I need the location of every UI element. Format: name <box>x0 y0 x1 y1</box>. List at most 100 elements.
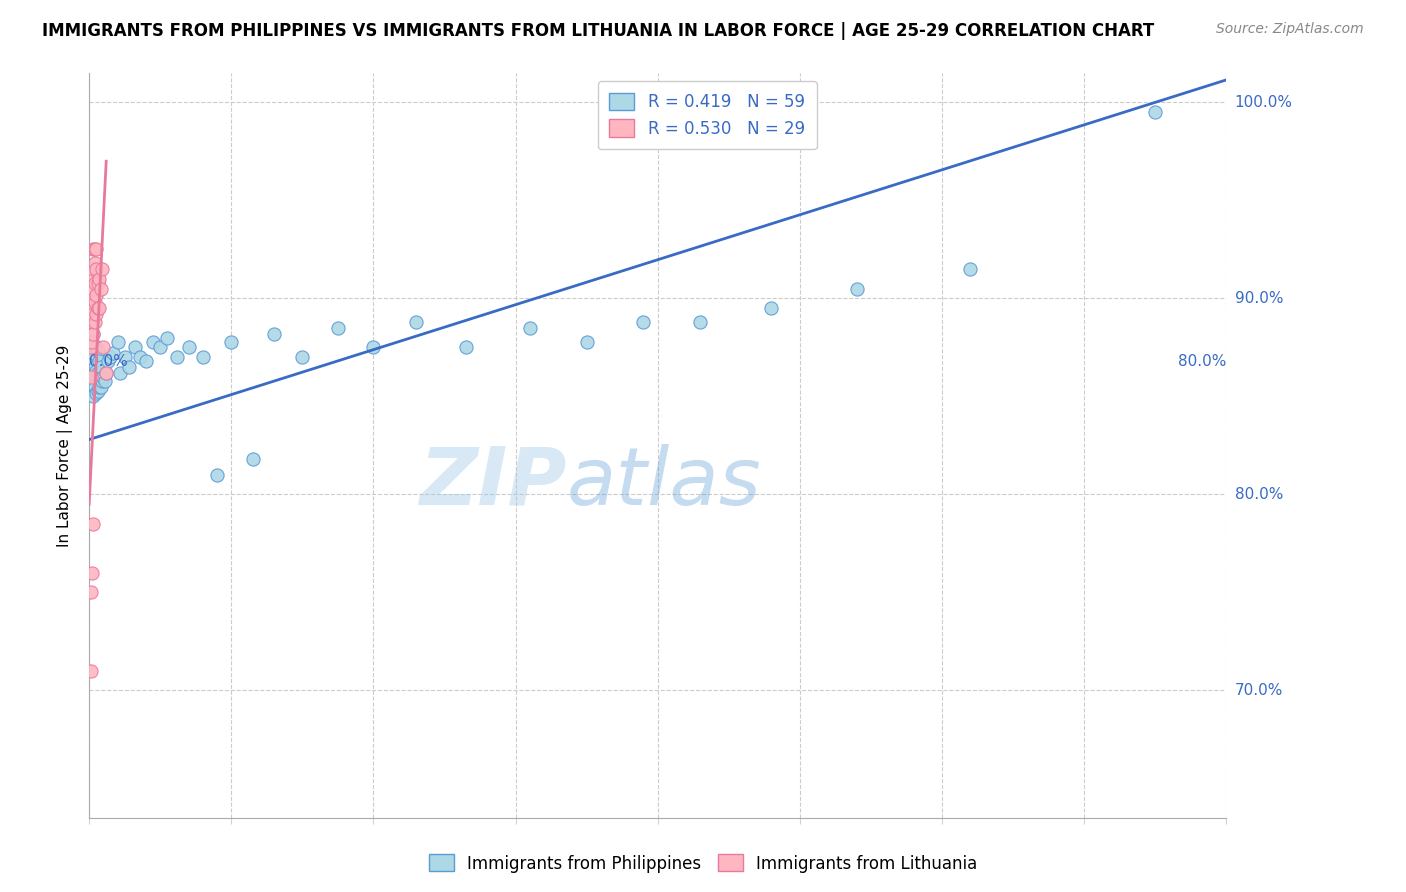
Point <box>633 315 655 329</box>
Legend: R = 0.419   N = 59, R = 0.530   N = 29: R = 0.419 N = 59, R = 0.530 N = 29 <box>598 81 817 149</box>
Text: 100.0%: 100.0% <box>1234 95 1292 110</box>
Point <box>83 295 105 310</box>
Point <box>291 350 314 364</box>
Point <box>84 364 107 378</box>
Point <box>93 340 115 354</box>
Point <box>87 272 110 286</box>
Point <box>89 359 111 374</box>
Point <box>82 326 104 341</box>
Point <box>86 384 108 398</box>
Point <box>80 379 103 393</box>
Point <box>103 346 125 360</box>
Point <box>142 334 165 349</box>
Point <box>93 369 115 384</box>
Point <box>89 282 111 296</box>
Point <box>82 326 104 341</box>
Text: 0.0%: 0.0% <box>89 354 128 368</box>
Point <box>91 262 114 277</box>
Point <box>959 262 981 277</box>
Point <box>689 315 711 329</box>
Point <box>575 334 598 349</box>
Point <box>83 379 105 393</box>
Point <box>114 350 136 364</box>
Point <box>129 350 152 364</box>
Point <box>87 354 110 368</box>
Point <box>83 359 105 374</box>
Point <box>191 350 214 364</box>
Point <box>91 374 114 388</box>
Point <box>519 321 541 335</box>
Text: Source: ZipAtlas.com: Source: ZipAtlas.com <box>1216 22 1364 37</box>
Point <box>83 315 105 329</box>
Point <box>84 262 107 277</box>
Point <box>86 276 108 290</box>
Point <box>94 374 117 388</box>
Point <box>79 369 101 384</box>
Point <box>405 315 427 329</box>
Point <box>86 366 108 380</box>
Point <box>80 334 103 349</box>
Point <box>79 379 101 393</box>
Text: 80.0%: 80.0% <box>1234 487 1282 502</box>
Text: 90.0%: 90.0% <box>1234 291 1284 306</box>
Point <box>221 334 243 349</box>
Point <box>135 354 157 368</box>
Point <box>166 350 188 364</box>
Point <box>83 256 105 270</box>
Point <box>110 366 132 380</box>
Text: 70.0%: 70.0% <box>1234 683 1282 698</box>
Point <box>80 268 103 282</box>
Point <box>96 366 118 380</box>
Point <box>83 243 105 257</box>
Point <box>82 346 104 360</box>
Point <box>363 340 385 354</box>
Point <box>124 340 146 354</box>
Point <box>82 307 104 321</box>
Point <box>84 287 107 301</box>
Point <box>83 276 105 290</box>
Point <box>82 243 104 257</box>
Point <box>1144 105 1167 120</box>
Point <box>326 321 349 335</box>
Point <box>845 282 868 296</box>
Point <box>80 315 103 329</box>
Point <box>86 344 108 359</box>
Point <box>82 366 104 380</box>
Point <box>87 301 110 316</box>
Point <box>156 331 179 345</box>
Point <box>82 262 104 277</box>
Point <box>79 301 101 316</box>
Point <box>242 452 264 467</box>
Text: 80.0%: 80.0% <box>1178 354 1226 368</box>
Point <box>97 354 120 368</box>
Point <box>79 664 101 678</box>
Text: ZIP: ZIP <box>419 443 567 522</box>
Y-axis label: In Labor Force | Age 25-29: In Labor Force | Age 25-29 <box>58 344 73 547</box>
Point <box>80 292 103 306</box>
Point <box>82 389 104 403</box>
Point <box>84 243 107 257</box>
Point <box>82 516 104 531</box>
Point <box>96 366 118 380</box>
Point <box>84 340 107 354</box>
Point <box>149 340 172 354</box>
Point <box>80 566 103 580</box>
Point <box>83 340 105 354</box>
Point <box>205 467 228 482</box>
Point <box>82 282 104 296</box>
Point <box>80 354 103 368</box>
Point <box>79 350 101 364</box>
Point <box>86 301 108 316</box>
Point <box>263 326 285 341</box>
Point <box>84 385 107 400</box>
Point <box>79 585 101 599</box>
Point <box>87 379 110 393</box>
Point <box>84 307 107 321</box>
Point <box>100 350 122 364</box>
Legend: Immigrants from Philippines, Immigrants from Lithuania: Immigrants from Philippines, Immigrants … <box>422 847 984 880</box>
Point <box>761 301 783 316</box>
Text: atlas: atlas <box>567 443 762 522</box>
Point <box>79 340 101 354</box>
Point <box>80 334 103 349</box>
Point <box>89 379 111 393</box>
